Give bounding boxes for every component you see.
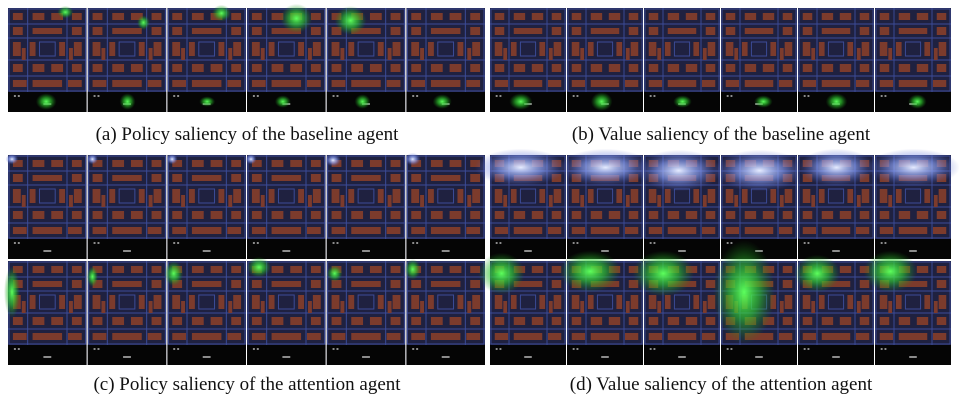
- figure: (a) Policy saliency of the baseline agen…: [0, 0, 959, 404]
- saliency: [713, 150, 805, 192]
- saliency: [137, 15, 150, 30]
- saliency: [327, 265, 343, 282]
- saliency: [405, 153, 421, 165]
- saliency: [245, 154, 256, 164]
- frame: [8, 155, 87, 259]
- frame: [88, 261, 167, 365]
- caption: (c) Policy saliency of the attention age…: [93, 374, 401, 395]
- saliency: [433, 94, 452, 109]
- saliency: [713, 240, 775, 344]
- saliency: [212, 5, 231, 22]
- saliency: [247, 257, 271, 278]
- saliency: [120, 93, 136, 110]
- saliency: [167, 154, 178, 164]
- saliency: [335, 6, 367, 35]
- saliency: [355, 94, 371, 109]
- saliency: [36, 93, 57, 110]
- saliency: [908, 94, 926, 109]
- caption: (a) Policy saliency of the baseline agen…: [96, 124, 400, 145]
- saliency: [164, 261, 183, 286]
- saliency: [405, 259, 421, 280]
- frame: [167, 155, 246, 259]
- saliency: [636, 150, 721, 192]
- saliency: [509, 93, 532, 110]
- saliency: [863, 251, 917, 293]
- frame: [167, 8, 246, 112]
- frame: [406, 155, 485, 259]
- saliency: [199, 96, 215, 106]
- saliency: [6, 154, 19, 164]
- saliency: [325, 154, 341, 166]
- saliency: [57, 6, 73, 18]
- saliency: [591, 92, 613, 111]
- frame: [327, 155, 406, 259]
- saliency: [794, 255, 840, 292]
- saliency: [673, 95, 691, 107]
- caption: (b) Value saliency of the baseline agent: [572, 124, 871, 145]
- frame: [88, 155, 167, 259]
- saliency: [867, 149, 959, 186]
- saliency: [559, 251, 621, 293]
- saliency: [478, 253, 524, 295]
- saliency: [4, 266, 20, 318]
- saliency: [826, 93, 848, 110]
- frame: [8, 261, 87, 365]
- saliency: [632, 251, 694, 297]
- saliency: [275, 95, 291, 107]
- saliency: [280, 4, 312, 33]
- frame: [247, 155, 326, 259]
- saliency: [475, 149, 567, 186]
- saliency: [798, 149, 875, 186]
- saliency: [87, 266, 98, 287]
- saliency: [87, 154, 98, 164]
- caption: (d) Value saliency of the attention agen…: [570, 374, 873, 395]
- saliency: [754, 95, 772, 107]
